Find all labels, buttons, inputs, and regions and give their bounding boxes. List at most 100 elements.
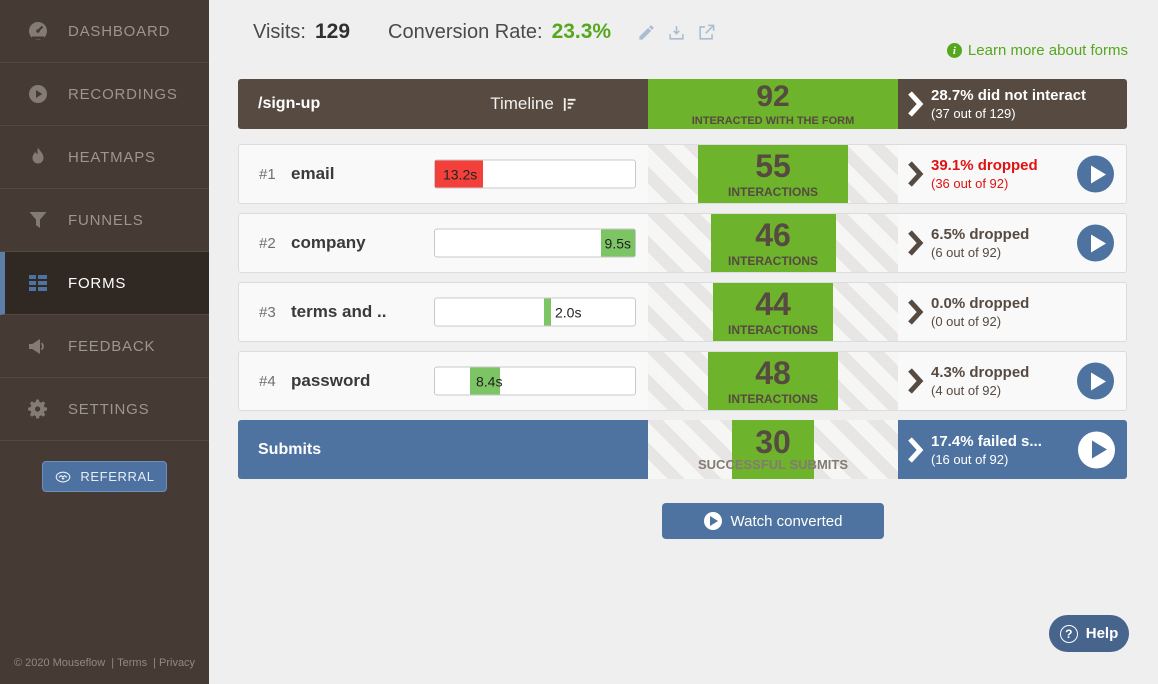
interaction-caption: INTERACTIONS bbox=[728, 391, 818, 406]
interaction-count-block: 48 INTERACTIONS bbox=[707, 352, 839, 410]
interaction-caption: INTERACTED WITH THE FORM bbox=[691, 114, 855, 127]
play-icon bbox=[1091, 440, 1107, 459]
drop-title: 17.4% failed s... bbox=[931, 432, 1042, 450]
drop-subtitle: (36 out of 92) bbox=[931, 176, 1009, 191]
info-icon: i bbox=[946, 43, 962, 58]
field-row-drop: 0.0% dropped (0 out of 92) bbox=[898, 283, 1126, 341]
timeline-bar[interactable]: 9.5s bbox=[434, 228, 636, 258]
sidebar-item-settings[interactable]: SETTINGS bbox=[0, 378, 209, 441]
field-name: password bbox=[291, 371, 371, 390]
timeline-column-header[interactable]: Timeline bbox=[433, 94, 635, 114]
timeline-bar[interactable]: 8.4s bbox=[434, 366, 636, 396]
separator: | bbox=[111, 657, 115, 669]
interaction-caption: INTERACTIONS bbox=[728, 253, 818, 268]
sidebar-item-forms[interactable]: FORMS bbox=[0, 252, 209, 315]
megaphone-icon bbox=[26, 334, 50, 358]
sidebar-item-label: SETTINGS bbox=[68, 400, 150, 418]
field-name: terms and .. bbox=[291, 302, 387, 321]
page-row-interactions: 92 INTERACTED WITH THE FORM bbox=[648, 79, 898, 129]
drop-subtitle: (16 out of 92) bbox=[931, 451, 1009, 467]
timeline-bar[interactable]: 13.2s bbox=[434, 159, 636, 189]
help-button[interactable]: ? Help bbox=[1049, 615, 1129, 652]
field-row-left: #2 company 9.5s bbox=[239, 214, 648, 272]
sidebar-item-feedback[interactable]: FEEDBACK bbox=[0, 315, 209, 378]
play-recordings-button[interactable] bbox=[1077, 224, 1114, 262]
save-download-icon[interactable] bbox=[667, 23, 686, 42]
field-row-interactions: 55 INTERACTIONS bbox=[648, 145, 898, 203]
interaction-count: 44 bbox=[755, 285, 791, 322]
submits-count-block: 30 bbox=[732, 420, 814, 479]
submits-caption: SUCCESSFUL SUBMITS bbox=[698, 457, 848, 472]
play-recordings-button[interactable] bbox=[1077, 362, 1114, 400]
timeline-time: 2.0s bbox=[555, 304, 582, 320]
field-row-left: #1 email 13.2s bbox=[239, 145, 648, 203]
conversion-rate-label: Conversion Rate: bbox=[388, 20, 543, 43]
interaction-count-block: 55 INTERACTIONS bbox=[698, 145, 848, 203]
header-actions bbox=[637, 23, 716, 42]
sidebar-item-label: FORMS bbox=[68, 274, 127, 292]
drop-subtitle: (6 out of 92) bbox=[931, 245, 1002, 260]
chevron-right-icon bbox=[907, 367, 924, 395]
watch-converted-label: Watch converted bbox=[730, 512, 843, 530]
learn-more-link[interactable]: i Learn more about forms bbox=[946, 42, 1128, 59]
drop-title: 0.0% dropped bbox=[931, 295, 1030, 312]
play-icon bbox=[1090, 372, 1106, 390]
edit-pencil-icon[interactable] bbox=[637, 23, 656, 42]
timeline-bar[interactable]: 2.0s bbox=[434, 297, 636, 327]
copyright-text: © 2020 Mouseflow bbox=[13, 657, 106, 669]
timeline-segment bbox=[470, 367, 500, 395]
field-rank: #2 bbox=[259, 234, 276, 252]
terms-link[interactable]: Terms bbox=[117, 657, 148, 669]
sidebar: DASHBOARD RECORDINGS HEATMAPS FUNNELS FO bbox=[0, 0, 209, 684]
form-submits-row: Submits 30 SUCCESSFUL SUBMITS 17.4% fail… bbox=[238, 420, 1127, 479]
submits-count: 30 bbox=[755, 424, 791, 460]
flame-icon bbox=[26, 145, 50, 169]
field-rank: #1 bbox=[259, 165, 276, 183]
field-row-drop: 4.3% dropped (4 out of 92) bbox=[898, 352, 1126, 410]
sidebar-item-recordings[interactable]: RECORDINGS bbox=[0, 63, 209, 126]
visits-label: Visits: bbox=[253, 20, 306, 43]
sidebar-item-label: DASHBOARD bbox=[68, 22, 171, 40]
sidebar-item-funnels[interactable]: FUNNELS bbox=[0, 189, 209, 252]
sidebar-item-heatmaps[interactable]: HEATMAPS bbox=[0, 126, 209, 189]
interaction-count: 92 bbox=[756, 79, 790, 113]
timeline-segment bbox=[435, 160, 483, 188]
play-icon bbox=[1090, 234, 1106, 252]
form-field-row-email: #1 email 13.2s 55 INTERACTIONS bbox=[238, 144, 1127, 204]
chevron-right-icon bbox=[907, 229, 924, 257]
play-recordings-button[interactable] bbox=[1077, 155, 1114, 193]
chevron-right-icon bbox=[907, 436, 924, 464]
sidebar-footer: © 2020 Mouseflow | Terms | Privacy bbox=[0, 657, 209, 669]
timeline-segment bbox=[601, 229, 635, 257]
timeline-time: 9.5s bbox=[604, 235, 631, 251]
external-link-icon[interactable] bbox=[697, 23, 716, 42]
chevron-right-icon bbox=[907, 160, 924, 188]
chevron-right-icon bbox=[907, 90, 924, 118]
field-row-drop: 6.5% dropped (6 out of 92) bbox=[898, 214, 1126, 272]
field-row-left: #3 terms and .. 2.0s bbox=[239, 283, 648, 341]
interaction-count-block: 46 INTERACTIONS bbox=[710, 214, 836, 272]
form-funnel-table: /sign-up Timeline 92 INTERACTED WITH THE… bbox=[238, 79, 1127, 479]
interaction-count-block: 44 INTERACTIONS bbox=[713, 283, 833, 341]
interaction-count: 55 bbox=[755, 147, 791, 184]
interaction-count: 48 bbox=[755, 354, 791, 391]
referral-label: REFERRAL bbox=[80, 469, 155, 484]
learn-more-label: Learn more about forms bbox=[967, 42, 1128, 59]
watch-converted-button[interactable]: Watch converted bbox=[662, 503, 884, 539]
field-row-left: #4 password 8.4s bbox=[239, 352, 648, 410]
privacy-link[interactable]: Privacy bbox=[159, 657, 196, 669]
referral-button[interactable]: REFERRAL bbox=[42, 461, 167, 492]
play-icon bbox=[703, 512, 722, 530]
sidebar-item-dashboard[interactable]: DASHBOARD bbox=[0, 0, 209, 63]
timeline-label: Timeline bbox=[490, 94, 554, 113]
form-field-row-password: #4 password 8.4s 48 INTERACTIONS bbox=[238, 351, 1127, 411]
funnel-icon bbox=[26, 208, 50, 232]
play-failed-submits-button[interactable] bbox=[1078, 431, 1115, 468]
page-path: /sign-up bbox=[258, 95, 321, 112]
field-rank: #3 bbox=[259, 303, 276, 321]
form-page-row: /sign-up Timeline 92 INTERACTED WITH THE… bbox=[238, 79, 1127, 129]
main-content: Visits: 129 Conversion Rate: 23.3% i Lea… bbox=[209, 0, 1158, 684]
page-row-drop: 28.7% did not interact (37 out of 129) bbox=[898, 79, 1127, 129]
page-row-left: /sign-up Timeline bbox=[238, 79, 648, 129]
form-field-row-company: #2 company 9.5s 46 INTERACTIONS bbox=[238, 213, 1127, 273]
